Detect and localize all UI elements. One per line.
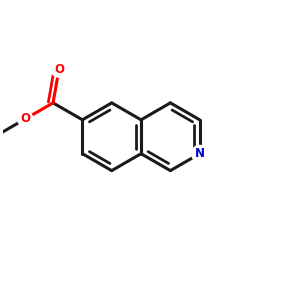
Text: O: O [20, 112, 30, 125]
Text: N: N [195, 147, 205, 160]
Circle shape [51, 62, 67, 77]
Circle shape [18, 111, 33, 127]
Text: O: O [54, 63, 64, 76]
Circle shape [191, 146, 208, 162]
